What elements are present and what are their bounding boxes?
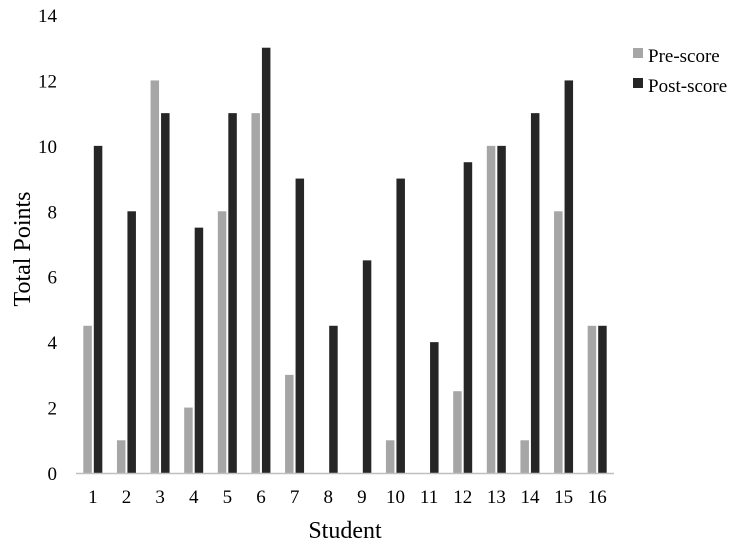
bar-pre-score-student-1 (83, 325, 92, 473)
legend: Pre-score Post-score (633, 46, 727, 97)
x-tick-label: 12 (453, 487, 472, 508)
bar-pre-score-student-2 (116, 440, 126, 473)
x-tick-label: 11 (420, 487, 438, 508)
x-axis-ticks: 1 2 3 4 5 6 7 8 9 10 11 12 13 14 15 16 (88, 487, 607, 508)
bar-pre-score-student-3 (150, 80, 160, 473)
bar-pre-score-student-7 (285, 374, 294, 473)
y-tick-label: 14 (38, 6, 58, 27)
x-tick-label: 15 (554, 487, 573, 508)
y-tick-label: 4 (48, 333, 58, 354)
bar-post-score-student-5 (228, 113, 237, 474)
y-tick-label: 2 (48, 399, 58, 420)
y-axis-title: Total Points (10, 192, 36, 307)
bar-post-score-student-10 (396, 178, 405, 474)
y-axis-ticks: 0 2 4 6 8 10 12 14 (38, 6, 58, 485)
bar-post-score-student-1 (93, 145, 103, 473)
bar-post-score-student-6 (261, 47, 271, 473)
legend-swatch-post-score (633, 78, 643, 88)
y-tick-label: 0 (48, 464, 58, 485)
bar-post-score-student-2 (127, 211, 136, 474)
y-tick-label: 8 (48, 202, 58, 223)
bar-post-score-student-7 (295, 178, 305, 474)
x-tick-label: 16 (588, 487, 607, 508)
bar-pre-score-student-10 (385, 440, 395, 473)
x-tick-label: 14 (520, 487, 540, 508)
x-tick-label: 5 (223, 487, 233, 508)
bar-pre-score-student-15 (554, 211, 563, 474)
bar-post-score-student-3 (161, 113, 170, 474)
bar-post-score-student-15 (564, 80, 574, 473)
bar-post-score-student-16 (598, 325, 607, 473)
x-tick-label: 8 (323, 487, 333, 508)
x-tick-label: 6 (256, 487, 266, 508)
x-axis-title: Student (308, 518, 382, 544)
x-tick-label: 10 (386, 487, 405, 508)
x-tick-label: 13 (487, 487, 506, 508)
legend-label-post-score: Post-score (648, 76, 727, 97)
x-tick-label: 4 (189, 487, 199, 508)
bar-pre-score-student-4 (184, 407, 193, 473)
x-tick-label: 3 (155, 487, 165, 508)
legend-swatch-pre-score (633, 48, 643, 58)
bar-post-score-student-12 (463, 162, 473, 473)
y-tick-label: 6 (48, 268, 58, 289)
bar-pre-score-student-12 (453, 391, 462, 473)
x-tick-label: 2 (122, 487, 132, 508)
bar-pre-score-student-16 (587, 325, 597, 473)
bar-post-score-student-14 (530, 113, 540, 474)
bar-post-score-student-13 (497, 145, 506, 473)
legend-label-pre-score: Pre-score (648, 46, 720, 67)
bar-post-score-student-8 (329, 325, 338, 473)
x-tick-label: 7 (290, 487, 300, 508)
y-tick-label: 10 (38, 137, 57, 158)
bar-pre-score-student-13 (486, 145, 496, 473)
bars (83, 47, 607, 474)
bar-pre-score-student-5 (217, 211, 227, 474)
bar-pre-score-student-6 (251, 113, 260, 474)
bar-pre-score-student-14 (520, 440, 529, 473)
bar-post-score-student-4 (194, 227, 204, 473)
bar-post-score-student-9 (362, 260, 372, 473)
x-tick-label: 1 (88, 487, 98, 508)
y-tick-label: 12 (38, 71, 57, 92)
x-tick-label: 9 (357, 487, 367, 508)
bar-post-score-student-11 (430, 342, 439, 473)
